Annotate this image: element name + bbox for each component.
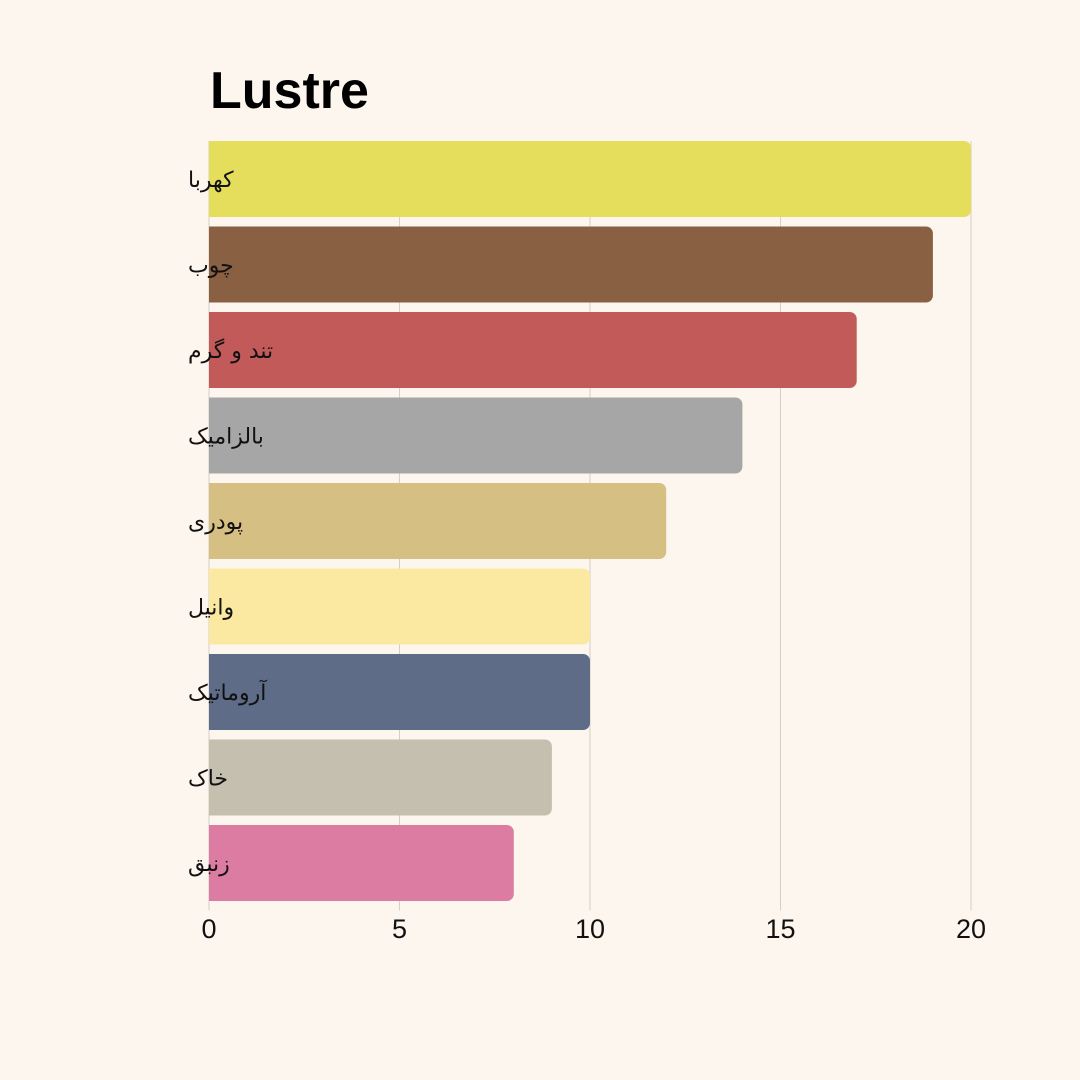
x-tick-label-2: 10 — [575, 914, 605, 944]
x-tick-label-4: 20 — [956, 914, 986, 944]
x-tick-label-1: 5 — [392, 914, 407, 944]
category-label-1: چوب — [188, 254, 234, 279]
bar-0-base — [209, 141, 219, 217]
bar-1 — [209, 226, 933, 303]
bar-8-base — [209, 825, 219, 901]
x-axis-ticks: 0 5 10 15 20 — [201, 914, 986, 944]
x-tick-label-3: 15 — [765, 914, 795, 944]
category-labels: کهربا چوب تند و گرم بالزامیک پودری وانیل آروما… — [188, 168, 273, 877]
bar-6-base — [209, 654, 219, 730]
bar-5 — [209, 568, 590, 645]
x-tick-label-0: 0 — [201, 914, 216, 944]
chart-title: Lustre — [210, 62, 369, 120]
bar-3-base — [209, 397, 219, 474]
bar-5-base — [209, 568, 219, 645]
category-label-7: خاک — [188, 767, 228, 792]
category-label-4: پودری — [188, 510, 243, 535]
bar-2-base — [209, 312, 219, 388]
bar-6 — [209, 654, 590, 730]
category-label-8: زنبق — [188, 852, 230, 877]
bar-0 — [209, 141, 971, 217]
bar-3 — [209, 397, 743, 474]
category-label-3: بالزامیک — [188, 425, 264, 450]
bar-4-base — [209, 483, 219, 559]
category-label-6: آروماتیک — [188, 679, 267, 706]
bar-4 — [209, 483, 667, 559]
bar-8 — [209, 825, 514, 901]
category-label-5: وانیل — [188, 596, 234, 621]
bar-2 — [209, 312, 857, 388]
bar-1-base — [209, 226, 219, 303]
bar-7 — [209, 739, 552, 816]
bars — [209, 141, 971, 901]
category-label-0: کهربا — [188, 168, 234, 193]
bar-7-base — [209, 739, 219, 816]
category-label-2: تند و گرم — [188, 338, 273, 364]
